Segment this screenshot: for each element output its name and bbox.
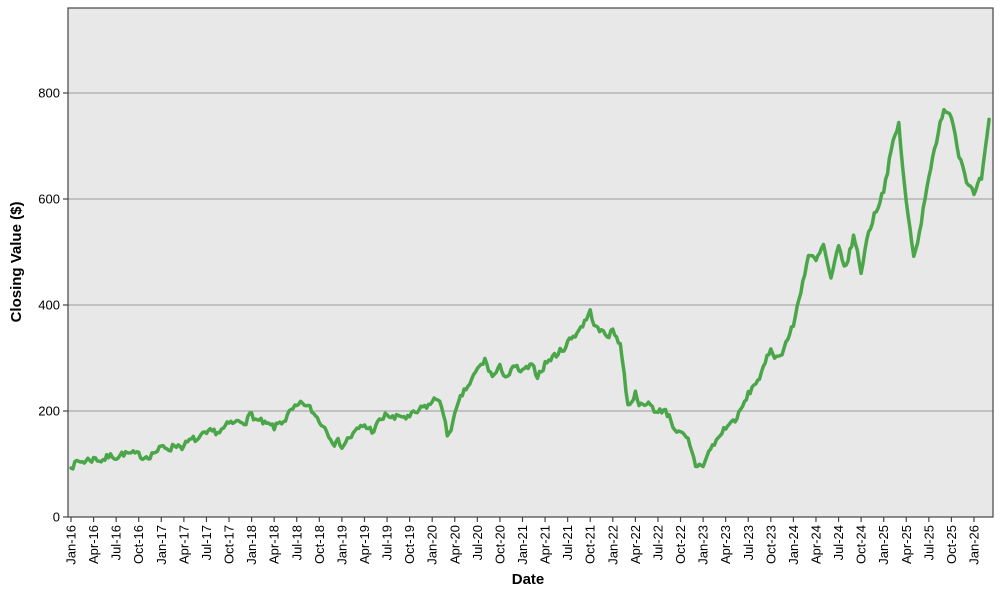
x-tick-label: Jan-19 <box>334 525 349 565</box>
x-tick-label: Jan-26 <box>967 525 982 565</box>
x-tick-label: Apr-16 <box>86 525 101 564</box>
x-tick-label: Jul-17 <box>199 525 214 560</box>
x-tick-label: Oct-21 <box>583 525 598 564</box>
x-tick-label: Jan-16 <box>64 525 79 565</box>
x-tick-label: Apr-25 <box>899 525 914 564</box>
x-tick-label: Jan-18 <box>244 525 259 565</box>
x-tick-label: Oct-23 <box>763 525 778 564</box>
x-tick-label: Oct-17 <box>222 525 237 564</box>
x-tick-label: Jul-21 <box>560 525 575 560</box>
x-tick-label: Jul-23 <box>741 525 756 560</box>
plot-area: 0 200 400 600 800 Jan-16 Apr-16 Jul-16 Oct-16 Jan… <box>38 7 994 565</box>
x-tick-label: Jul-18 <box>289 525 304 560</box>
plot-background <box>68 8 993 517</box>
x-tick-label: Oct-18 <box>312 525 327 564</box>
x-tick-label: Jan-23 <box>696 525 711 565</box>
x-tick-label: Apr-18 <box>267 525 282 564</box>
y-axis-title: Closing Value ($) <box>8 202 25 323</box>
x-tick-label: Oct-16 <box>131 525 146 564</box>
x-tick-label: Jan-25 <box>876 525 891 565</box>
x-tick-label: Apr-20 <box>447 525 462 564</box>
x-tick-label: Jul-24 <box>831 525 846 560</box>
closing-value-line <box>69 107 991 471</box>
x-tick-label: Oct-20 <box>492 525 507 564</box>
x-tick-label: Apr-22 <box>628 525 643 564</box>
x-tick-label: Jul-25 <box>921 525 936 560</box>
x-tick-label: Jan-21 <box>515 525 530 565</box>
x-tick-label: Oct-25 <box>944 525 959 564</box>
x-tick-label: Jul-20 <box>470 525 485 560</box>
x-tick-label: Apr-23 <box>718 525 733 564</box>
x-tick-label: Jan-22 <box>605 525 620 565</box>
x-tick-label: Apr-21 <box>538 525 553 564</box>
x-tick-label: Apr-19 <box>357 525 372 564</box>
y-tick-label: 800 <box>38 86 60 101</box>
x-tick-label: Apr-17 <box>176 525 191 564</box>
x-tick-label: Jul-19 <box>380 525 395 560</box>
y-tick-label: 400 <box>38 298 60 313</box>
x-tick-label: Jul-22 <box>650 525 665 560</box>
x-tick-label: Jan-17 <box>154 525 169 565</box>
x-tick-label: Jan-24 <box>786 525 801 565</box>
x-tick-label: Apr-24 <box>808 525 823 564</box>
x-tick-label: Jan-20 <box>425 525 440 565</box>
x-tick-label: Oct-24 <box>854 525 869 564</box>
x-axis-title: Date <box>512 571 545 588</box>
plot-border <box>67 7 994 518</box>
y-tick-label: 600 <box>38 192 60 207</box>
y-tick-label: 200 <box>38 404 60 419</box>
x-tick-label: Oct-22 <box>673 525 688 564</box>
x-tick-label: Jul-16 <box>109 525 124 560</box>
x-tick-label: Oct-19 <box>402 525 417 564</box>
y-tick-label: 0 <box>53 510 60 525</box>
